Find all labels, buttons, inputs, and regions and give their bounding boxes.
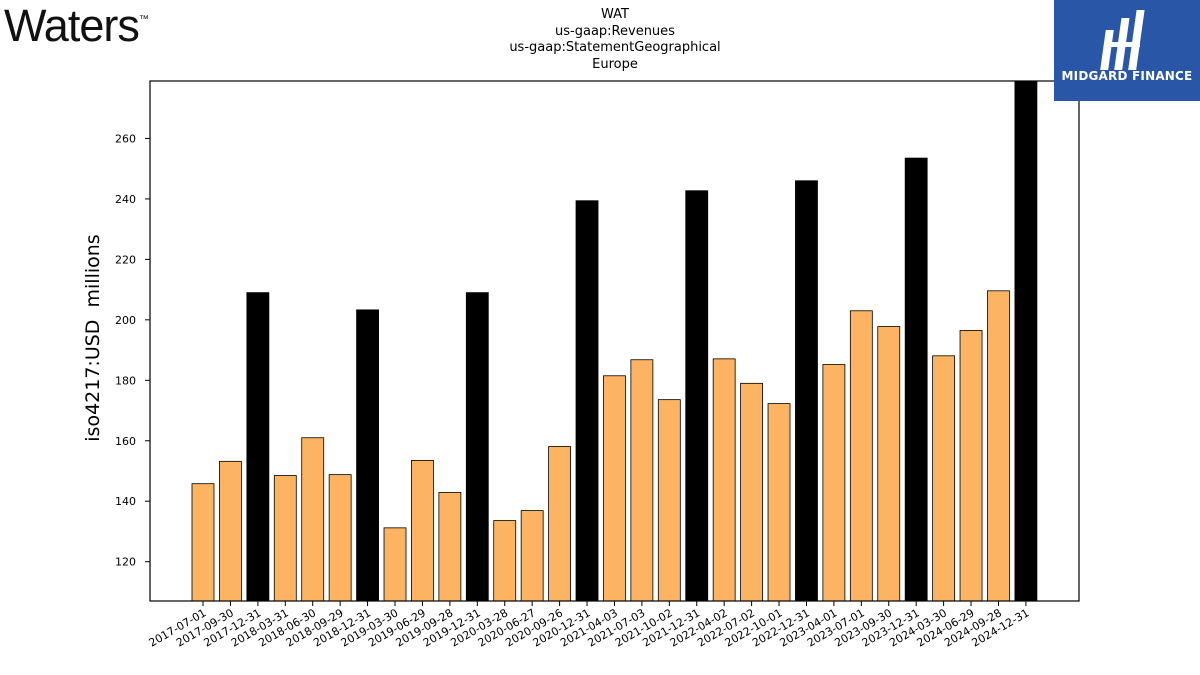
title-line-ticker: WAT <box>601 7 629 22</box>
bar-quarter <box>959 330 983 602</box>
bar-quarter <box>520 510 544 602</box>
bar-quarter <box>493 520 517 602</box>
y-tick-label: 240 <box>115 193 136 206</box>
bar-annual <box>575 200 599 602</box>
bar-quarter <box>301 437 325 602</box>
bar-quarter <box>932 355 956 602</box>
bar-annual <box>246 292 270 602</box>
bar-quarter <box>328 474 352 602</box>
title-line-concept: us-gaap:Revenues <box>555 23 675 39</box>
bar-quarter <box>630 359 654 602</box>
midgard-finance-logo: MIDGARD FINANCE <box>1054 0 1200 101</box>
waters-logo-text: Waters <box>4 0 140 51</box>
bar-quarter <box>191 483 215 602</box>
y-tick-label: 160 <box>115 435 136 448</box>
y-tick-label: 220 <box>115 253 136 266</box>
bar-annual <box>904 157 928 602</box>
bar-quarter <box>383 527 407 602</box>
bar-quarter <box>273 475 297 602</box>
midgard-logo-text: MIDGARD FINANCE <box>1061 69 1193 83</box>
bar-quarter <box>411 460 434 602</box>
bar-quarter <box>987 290 1010 602</box>
bar-annual <box>685 190 709 602</box>
bar-annual <box>465 292 489 602</box>
title-line-axis: us-gaap:StatementGeographical <box>509 40 721 55</box>
waters-logo: Waters™ <box>4 0 149 52</box>
trademark-symbol: ™ <box>138 14 149 25</box>
bar-annual <box>1014 80 1038 602</box>
title-line-member: Europe <box>592 56 638 72</box>
y-tick-label: 180 <box>115 374 136 387</box>
bar-annual <box>356 309 379 602</box>
y-tick-label: 120 <box>115 556 136 569</box>
bar-quarter <box>603 375 626 602</box>
y-tick-label: 260 <box>115 132 136 145</box>
y-tick-label: 200 <box>115 314 136 327</box>
bar-annual <box>795 180 818 602</box>
bar-quarter <box>548 446 571 602</box>
bar-quarter <box>740 382 763 602</box>
bar-quarter <box>849 310 873 602</box>
y-axis-label: iso4217:USD millions <box>82 234 104 441</box>
y-tick-label: 140 <box>115 495 136 508</box>
bar-quarter <box>657 399 681 602</box>
bar-quarter <box>822 364 846 602</box>
bar-quarter <box>712 358 736 602</box>
chart-title: WAT us-gaap:Revenues us-gaap:StatementGe… <box>415 7 815 73</box>
bar-quarter <box>877 326 901 602</box>
bar-quarter <box>438 492 462 602</box>
bar-quarter <box>219 460 242 602</box>
bar-quarter <box>767 403 791 602</box>
midgard-logo-mark-icon <box>1100 10 1145 70</box>
